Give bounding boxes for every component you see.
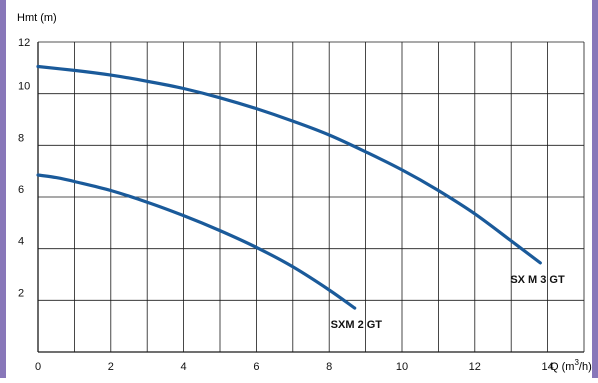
series-labels: SX M 3 GT SXM 2 GT xyxy=(331,274,565,331)
x-tick-label: 2 xyxy=(108,361,114,373)
y-tick-label: 10 xyxy=(18,81,30,93)
y-tick-labels: 2 4 6 8 10 12 xyxy=(18,37,30,299)
series-label: SXM 2 GT xyxy=(331,319,383,331)
y-tick-label: 6 xyxy=(18,184,24,196)
x-axis-label-superscript: 3 xyxy=(574,358,579,367)
x-tick-label: 4 xyxy=(181,361,187,373)
x-tick-label: 14 xyxy=(541,361,553,373)
series-label: SX M 3 GT xyxy=(510,274,565,286)
left-frame-bar xyxy=(0,0,6,378)
x-tick-label: 12 xyxy=(469,361,481,373)
right-frame-bar xyxy=(592,0,598,378)
grid xyxy=(37,41,585,353)
x-axis-label: Q (m3/h) xyxy=(550,358,592,373)
x-axis-label-prefix: Q (m xyxy=(550,361,574,373)
series-line xyxy=(36,64,542,265)
x-tick-labels: 0 2 4 6 8 10 12 14 xyxy=(35,361,554,373)
series-lines xyxy=(36,64,542,310)
x-axis-label-suffix: /h) xyxy=(579,361,592,373)
x-tick-label: 0 xyxy=(35,361,41,373)
series-line xyxy=(36,173,357,310)
y-axis-label: Hmt (m) xyxy=(17,12,57,24)
y-tick-label: 8 xyxy=(18,132,24,144)
y-tick-label: 12 xyxy=(18,37,30,49)
x-tick-label: 10 xyxy=(396,361,408,373)
y-tick-label: 4 xyxy=(18,236,24,248)
x-tick-label: 6 xyxy=(253,361,259,373)
x-tick-label: 8 xyxy=(326,361,332,373)
y-tick-label: 2 xyxy=(18,287,24,299)
